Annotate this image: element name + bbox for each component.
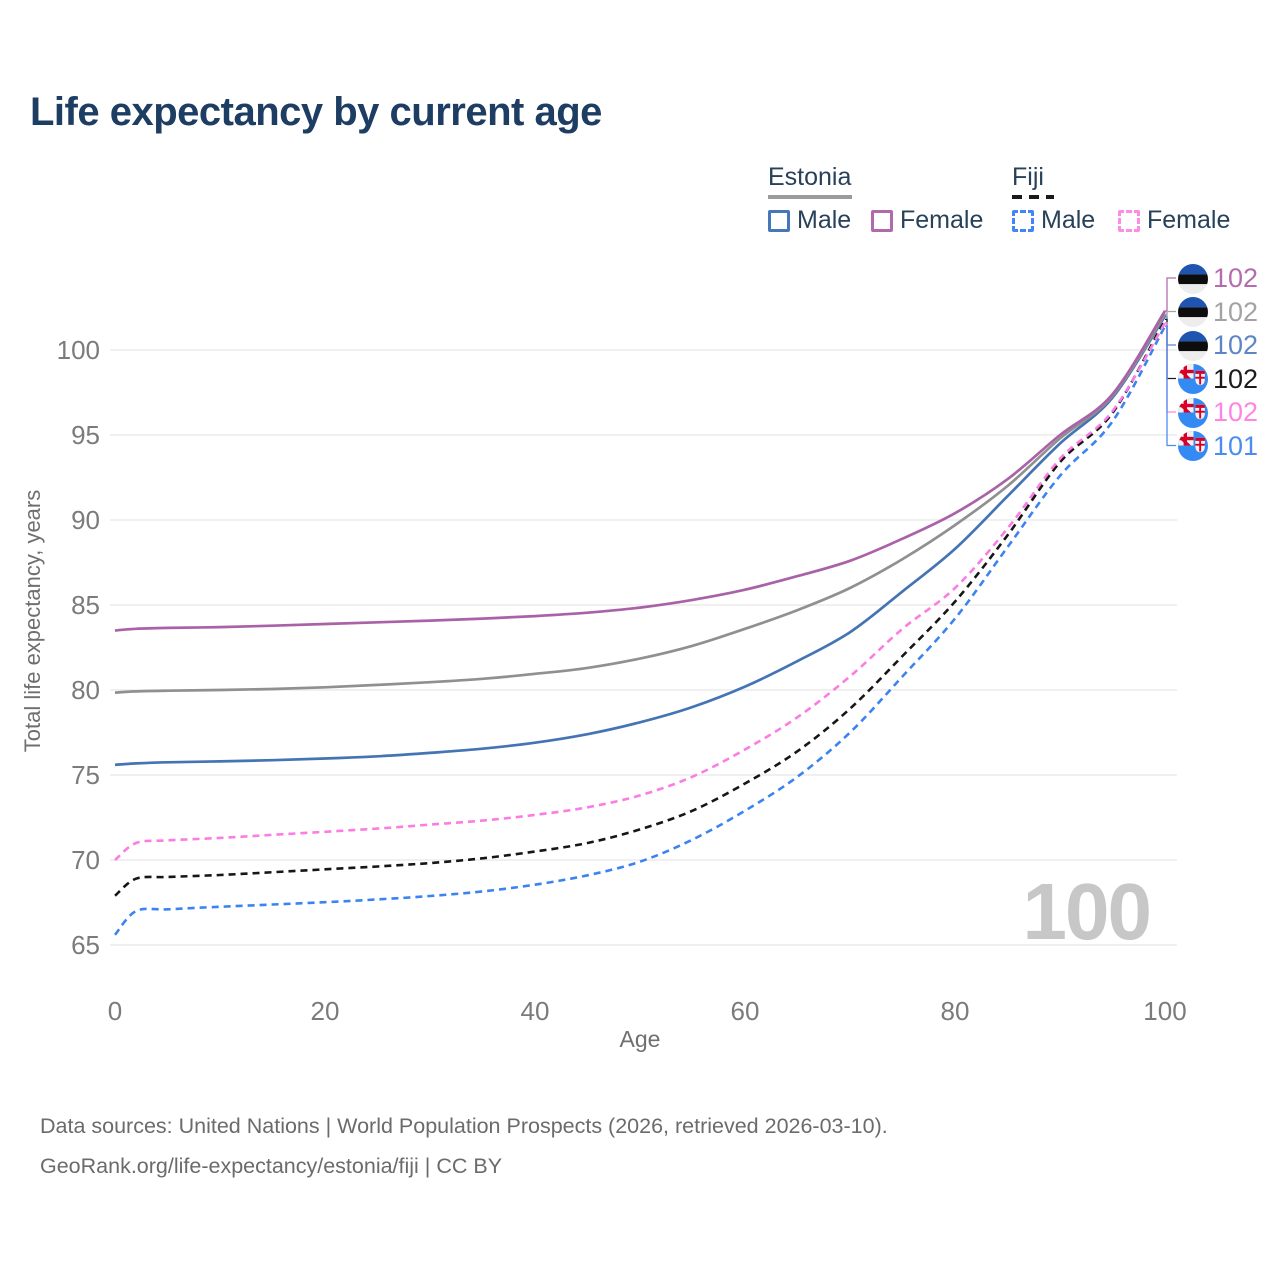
legend-item-fiji-female[interactable]: Female	[1118, 206, 1230, 235]
end-label-fiji: 102	[1178, 364, 1258, 395]
legend-country-label: Fiji	[1012, 163, 1044, 191]
y-tick-label: 100	[57, 335, 100, 365]
series-line-estonia-male	[114, 315, 1167, 767]
y-tick-label: 65	[71, 930, 100, 960]
y-tick-label: 70	[71, 845, 100, 875]
series-line-fiji	[114, 318, 1167, 897]
series-line-estonia-female	[114, 310, 1167, 632]
legend-item-estonia-male[interactable]: Male	[768, 206, 851, 235]
x-tick-label: 0	[108, 996, 122, 1026]
legend-item-label: Female	[1147, 206, 1231, 234]
series-line-estonia	[114, 313, 1167, 694]
legend-item-label: Male	[1041, 206, 1096, 234]
x-tick-label: 100	[1143, 996, 1186, 1026]
end-label-connector	[1165, 325, 1176, 447]
age-watermark: 100	[1022, 867, 1152, 956]
y-tick-label: 95	[71, 420, 100, 450]
estonia-flag-icon	[1178, 330, 1208, 361]
fiji-flag-icon	[1178, 364, 1208, 394]
legend-item-label: Male	[797, 206, 852, 234]
y-axis-title: Total life expectancy, years	[20, 489, 45, 753]
series-line-fiji-male	[113, 325, 1167, 936]
series-line-fiji-female	[114, 322, 1167, 862]
end-label-estonia-male: 102	[1178, 330, 1258, 361]
legend-group-estonia: Estonia	[768, 163, 852, 199]
legend-item-label: Female	[900, 206, 984, 234]
legend-group-fiji: Fiji	[1012, 163, 1054, 199]
legend-underline-fiji	[1012, 195, 1054, 199]
page-title: Life expectancy by current age	[30, 90, 602, 134]
fiji-flag-icon	[1178, 397, 1208, 428]
x-tick-label: 60	[731, 996, 760, 1026]
x-tick-label: 20	[311, 996, 340, 1026]
footer-line-sources: Data sources: United Nations | World Pop…	[40, 1114, 888, 1138]
end-label-connector	[1165, 277, 1176, 312]
legend-item-fiji-male[interactable]: Male	[1012, 206, 1095, 235]
end-label-value: 102	[1213, 397, 1259, 427]
end-label-fiji-male: 101	[1178, 431, 1258, 462]
footer: Data sources: United Nations | World Pop…	[40, 1106, 888, 1186]
x-tick-label: 40	[521, 996, 550, 1026]
legend-swatch-estonia-female	[871, 209, 893, 232]
x-tick-label: 80	[941, 996, 970, 1026]
legend-swatch-fiji-female	[1118, 209, 1140, 232]
end-label-estonia: 102	[1178, 297, 1258, 328]
estonia-flag-icon	[1178, 263, 1208, 294]
end-label-connector	[1165, 310, 1176, 315]
end-label-value: 102	[1213, 263, 1259, 293]
end-label-fiji-female: 102	[1178, 397, 1258, 428]
legend-item-estonia-female[interactable]: Female	[871, 206, 983, 235]
fiji-flag-icon	[1178, 431, 1208, 461]
legend-swatch-fiji-male	[1012, 209, 1034, 232]
end-label-value: 102	[1213, 363, 1259, 394]
legend-swatch-estonia-male	[768, 209, 790, 232]
end-label-value: 102	[1213, 330, 1259, 360]
y-tick-label: 75	[71, 760, 100, 790]
y-tick-label: 85	[71, 590, 100, 620]
y-tick-label: 80	[71, 675, 100, 705]
end-label-value: 101	[1213, 430, 1259, 461]
legend-country-label: Estonia	[768, 163, 852, 191]
estonia-flag-icon	[1178, 297, 1208, 327]
footer-line-link: GeoRank.org/life-expectancy/estonia/fiji…	[40, 1154, 503, 1178]
end-label-estonia-female: 102	[1178, 263, 1258, 294]
x-axis-title: Age	[619, 1026, 661, 1052]
y-tick-label: 90	[71, 505, 100, 535]
legend-underline-estonia	[768, 195, 852, 199]
end-label-value: 102	[1213, 296, 1259, 327]
